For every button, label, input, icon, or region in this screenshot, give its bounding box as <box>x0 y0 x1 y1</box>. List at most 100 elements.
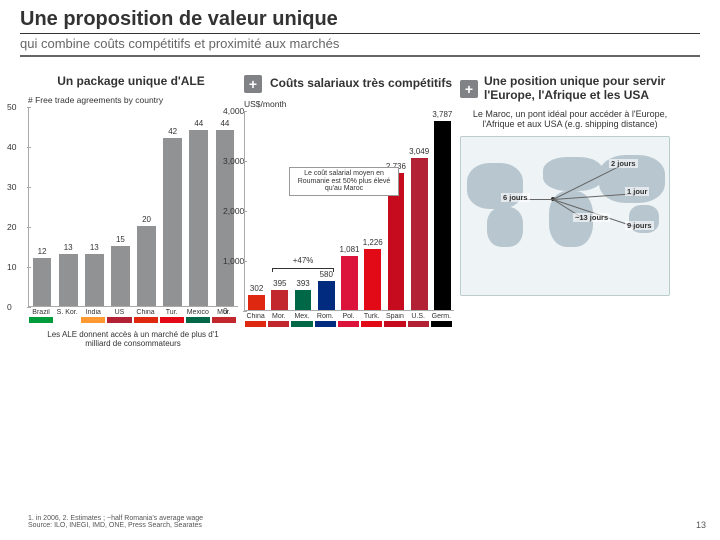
x-label: Spain <box>383 313 406 320</box>
col2-sublabel: US$/month <box>244 99 454 109</box>
bracket-label: +47% <box>293 256 314 265</box>
y-tick: 2,000 <box>223 206 244 216</box>
flag-icon <box>186 317 210 323</box>
x-label: Germ. <box>430 313 453 320</box>
bar-label: 13 <box>90 243 99 252</box>
col-position: + Une position unique pour servir l'Euro… <box>460 75 680 348</box>
bar <box>163 138 182 306</box>
bar-label: 3,049 <box>409 147 429 156</box>
col-ale: Un package unique d'ALE # Free trade agr… <box>28 75 238 348</box>
flag-icon <box>245 321 266 327</box>
bracket <box>272 268 335 272</box>
bar-label: 302 <box>250 284 263 293</box>
bar-label: 15 <box>116 235 125 244</box>
bar <box>111 246 130 306</box>
col2-title: Coûts salariaux très compétitifs <box>268 77 454 91</box>
flag-icon <box>431 321 452 327</box>
chart-ale-flags <box>28 317 238 323</box>
x-label: China <box>133 309 159 316</box>
bar-label: 44 <box>194 119 203 128</box>
footnote-source: Source: ILO, INEGI, IMD, ONE, Press Sear… <box>28 522 203 530</box>
page-subtitle: qui combine coûts compétitifs et proximi… <box>20 36 700 57</box>
col-couts: + Coûts salariaux très compétitifs US$/m… <box>244 75 454 348</box>
bar-label: 13 <box>64 243 73 252</box>
bar <box>248 295 265 310</box>
x-label: US <box>106 309 132 316</box>
x-label: Pol. <box>337 313 360 320</box>
bar-label: 44 <box>220 119 229 128</box>
bar-label: 393 <box>296 279 309 288</box>
map-route-label: 6 jours <box>501 193 530 202</box>
bar-label: 1,226 <box>363 238 383 247</box>
flag-icon <box>291 321 312 327</box>
flag-icon <box>29 317 53 323</box>
chart-couts-xlabels: ChinaMor.Mex.Rom.Pol.Turk.SpainU.S.Germ. <box>244 313 454 320</box>
flag-icon <box>212 317 236 323</box>
x-label: Brazil <box>28 309 54 316</box>
map-route-label: 2 jours <box>609 159 638 168</box>
y-tick: 30 <box>7 182 16 192</box>
x-label: Mexico <box>185 309 211 316</box>
bar-label: 12 <box>38 247 47 256</box>
page-title: Une proposition de valeur unique <box>20 8 700 34</box>
y-tick: 0 <box>7 302 12 312</box>
x-label: Rom. <box>314 313 337 320</box>
bar <box>434 121 451 310</box>
bar <box>189 130 208 306</box>
bar-label: 395 <box>273 279 286 288</box>
bar <box>295 290 312 310</box>
map-route-label: ~13 jours <box>573 213 610 222</box>
bar-label: 1,081 <box>339 245 359 254</box>
world-map: 2 jours1 jour6 jours9 jours~13 jours <box>460 136 670 296</box>
flag-icon <box>107 317 131 323</box>
col1-sublabel: # Free trade agreements by country <box>28 95 238 105</box>
x-label: India <box>80 309 106 316</box>
plus-icon: + <box>460 80 478 98</box>
y-tick: 10 <box>7 262 16 272</box>
bar-label: 20 <box>142 215 151 224</box>
col1-title: Un package unique d'ALE <box>28 75 238 89</box>
x-label: Turk. <box>360 313 383 320</box>
page-number: 13 <box>696 520 706 530</box>
map-route-label: 9 jours <box>625 221 654 230</box>
chart-couts-flags <box>244 321 454 327</box>
chart-ale: 010203040501213131520424444 <box>28 107 238 307</box>
bar-label: 42 <box>168 127 177 136</box>
bar <box>59 254 78 306</box>
col3-title: Une position unique pour servir l'Europe… <box>484 75 680 103</box>
flag-icon <box>338 321 359 327</box>
plus-icon: + <box>244 75 262 93</box>
y-tick: 20 <box>7 222 16 232</box>
x-label: Mex. <box>290 313 313 320</box>
annotation-box: Le coût salarial moyen en Roumanie est 5… <box>289 167 399 196</box>
flag-icon <box>361 321 382 327</box>
flag-icon <box>81 317 105 323</box>
x-label: S. Kor. <box>54 309 80 316</box>
y-tick: 1,000 <box>223 256 244 266</box>
y-tick: 3,000 <box>223 156 244 166</box>
chart-ale-xlabels: BrazilS. Kor.IndiaUSChinaTur.MexicoMor. <box>28 309 238 316</box>
x-label: China <box>244 313 267 320</box>
chart-couts: 01,0002,0003,0004,0003023953935801,0811,… <box>244 111 454 311</box>
bar <box>318 281 335 310</box>
bar <box>271 290 288 310</box>
y-tick: 40 <box>7 142 16 152</box>
bar <box>411 158 428 310</box>
x-label: Mor. <box>267 313 290 320</box>
bar <box>364 249 381 310</box>
flag-icon <box>408 321 429 327</box>
flag-icon <box>55 317 79 323</box>
bar <box>137 226 156 306</box>
flag-icon <box>134 317 158 323</box>
col3-blurb: Le Maroc, un pont idéal pour accéder à l… <box>460 109 680 131</box>
col1-caption: Les ALE donnent accès à un marché de plu… <box>28 331 238 349</box>
flag-icon <box>268 321 289 327</box>
y-tick: 4,000 <box>223 106 244 116</box>
bar <box>33 258 52 306</box>
bar <box>341 256 358 310</box>
x-label: Tur. <box>159 309 185 316</box>
footnote-1: 1. in 2006, 2. Estimates ; ~half Romania… <box>28 515 203 523</box>
bar-label: 3,787 <box>432 110 452 119</box>
x-label: U.S. <box>407 313 430 320</box>
y-tick: 0 <box>223 306 228 316</box>
